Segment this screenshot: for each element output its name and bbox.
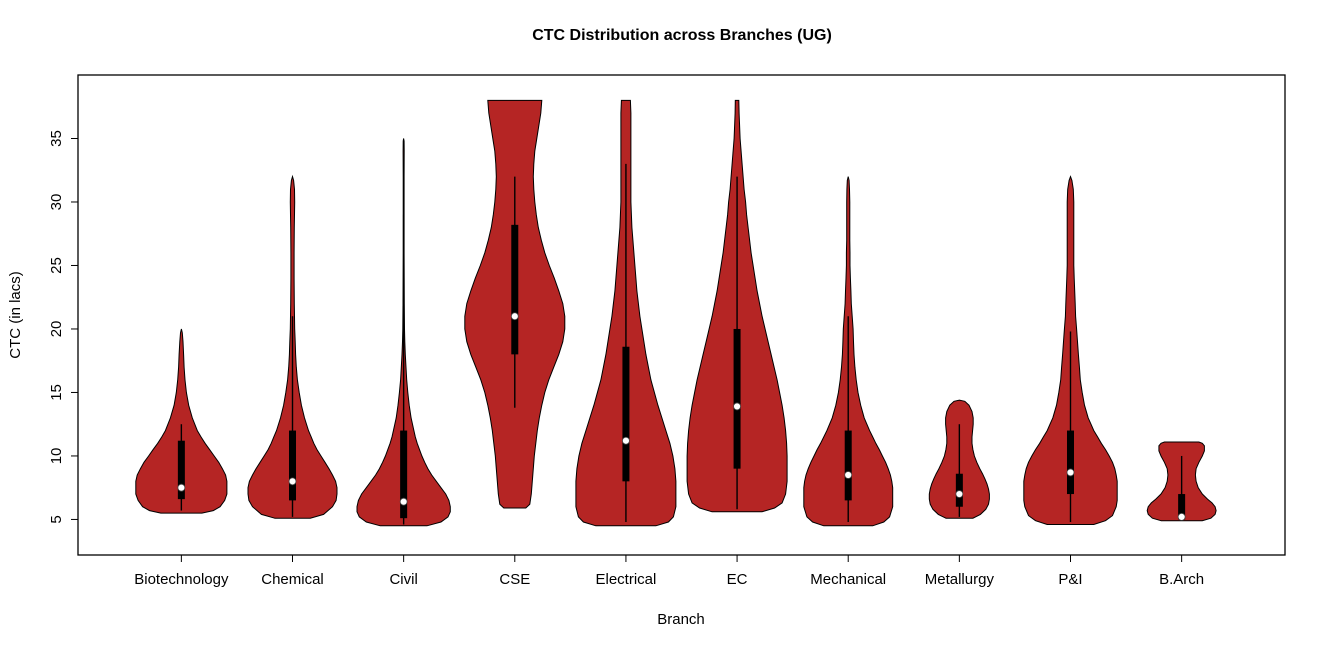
x-tick-label: Mechanical [810, 571, 886, 588]
y-tick-label: 15 [48, 384, 65, 401]
x-tick-label: Chemical [261, 571, 324, 588]
violin-ec [686, 99, 788, 513]
x-tick-label: CSE [499, 571, 530, 588]
median-dot [399, 497, 408, 506]
violin-metallurgy [928, 399, 990, 519]
y-axis-title: CTC (in lacs) [7, 271, 24, 359]
iqr-box [400, 430, 408, 519]
y-tick-label: 20 [48, 321, 65, 338]
x-tick-label: EC [727, 571, 748, 588]
violin-p-i [1023, 175, 1118, 525]
violin-chemical [247, 174, 338, 519]
iqr-box [1066, 430, 1074, 495]
y-tick-label: 5 [48, 515, 65, 523]
median-dot [177, 483, 186, 492]
median-dot [622, 436, 630, 445]
x-tick-label: B.Arch [1159, 571, 1204, 588]
violin-mechanical [803, 176, 894, 527]
iqr-box [622, 346, 630, 482]
plot-border [77, 74, 1286, 556]
violin-electrical [575, 99, 677, 527]
x-tick-label: Electrical [595, 571, 656, 588]
iqr-box [733, 328, 741, 469]
median-dot [1066, 468, 1075, 477]
violin-biotechnology [135, 328, 228, 514]
iqr-box [289, 430, 297, 501]
median-dot [510, 312, 519, 321]
x-tick-label: Civil [389, 571, 417, 588]
y-tick-label: 10 [48, 448, 65, 465]
chart-title: CTC Distribution across Branches (UG) [532, 27, 832, 44]
median-dot [955, 490, 964, 498]
violin-cse [464, 99, 566, 509]
median-dot [844, 471, 853, 479]
iqr-box [511, 224, 519, 355]
x-tick-label: Metallurgy [925, 571, 995, 588]
violin-b-arch [1146, 441, 1217, 522]
violin-civil [356, 138, 451, 527]
y-tick-label: 30 [48, 194, 65, 211]
violin-shape [135, 328, 228, 514]
plot-area: 5 10 15 20 25 30 35 Biotechnology Chemical Civil C… [48, 74, 1286, 588]
iqr-box [1178, 494, 1186, 520]
x-tick-label: P&I [1058, 571, 1082, 588]
median-dot [733, 402, 741, 411]
median-dot [288, 477, 297, 486]
median-dot [1177, 513, 1186, 521]
x-tick-label: Biotechnology [134, 571, 229, 588]
y-tick-label: 35 [48, 130, 65, 147]
iqr-box [177, 440, 185, 500]
iqr-box [844, 430, 852, 501]
x-axis-title: Branch [657, 611, 705, 628]
y-tick-label: 25 [48, 257, 65, 274]
